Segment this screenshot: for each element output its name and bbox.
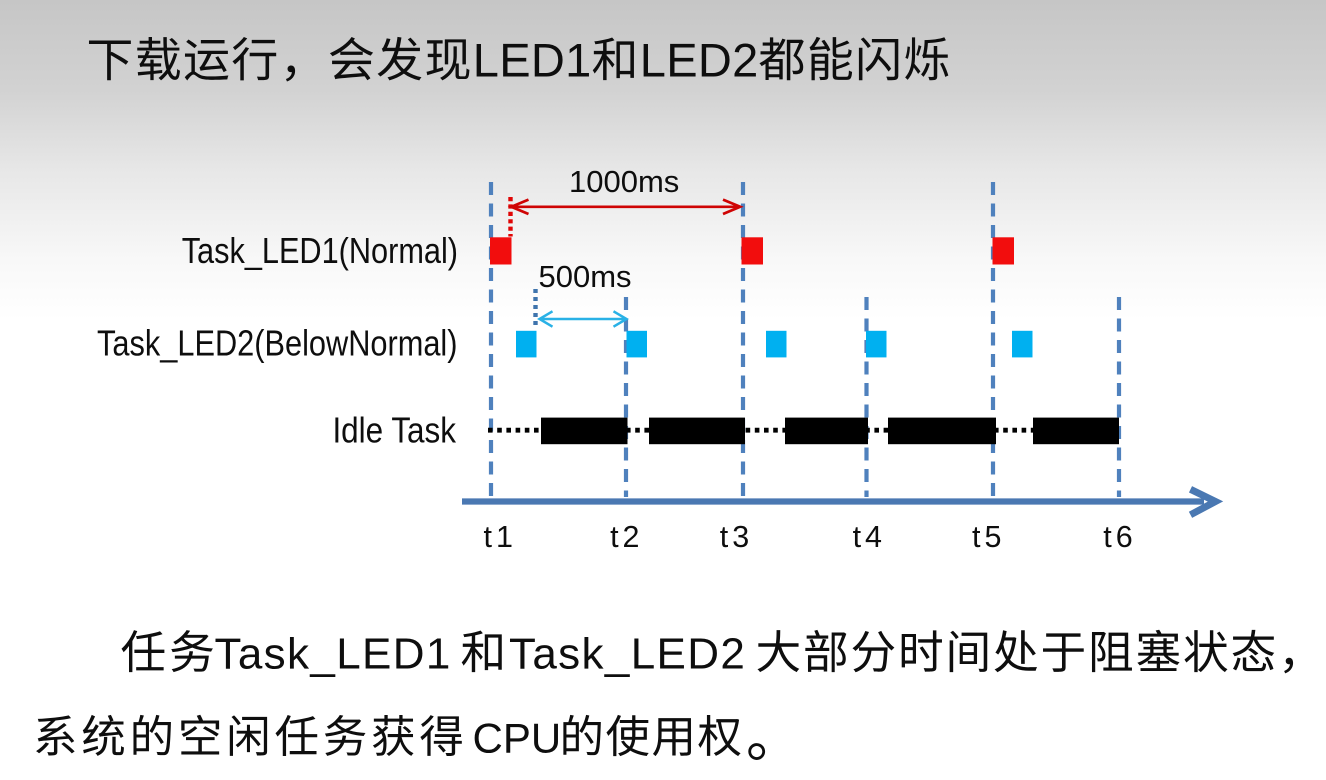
svg-text:Task_LED1: Task_LED1 (215, 630, 452, 679)
svg-text:t1: t1 (483, 520, 516, 554)
svg-text:t2: t2 (610, 520, 643, 554)
svg-text:t4: t4 (853, 520, 886, 554)
svg-text:Task_LED1(Normal): Task_LED1(Normal) (182, 232, 458, 272)
svg-text:LED2: LED2 (640, 34, 759, 87)
svg-text:t3: t3 (720, 520, 753, 554)
svg-text:LED1: LED1 (473, 34, 592, 87)
svg-text:CPU: CPU (473, 714, 562, 761)
svg-text:t5: t5 (972, 520, 1005, 554)
svg-text:Task_LED2: Task_LED2 (509, 630, 746, 679)
svg-text:Idle Task: Idle Task (332, 410, 456, 450)
svg-text:500ms: 500ms (539, 259, 632, 294)
svg-text:1000ms: 1000ms (569, 164, 679, 199)
svg-text:Task_LED2(BelowNormal): Task_LED2(BelowNormal) (97, 324, 457, 364)
svg-text:t6: t6 (1103, 520, 1136, 554)
